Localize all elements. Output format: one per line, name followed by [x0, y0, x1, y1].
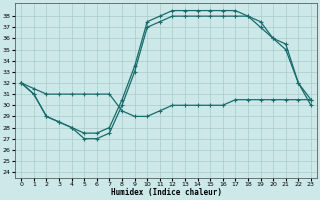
- X-axis label: Humidex (Indice chaleur): Humidex (Indice chaleur): [111, 188, 221, 197]
